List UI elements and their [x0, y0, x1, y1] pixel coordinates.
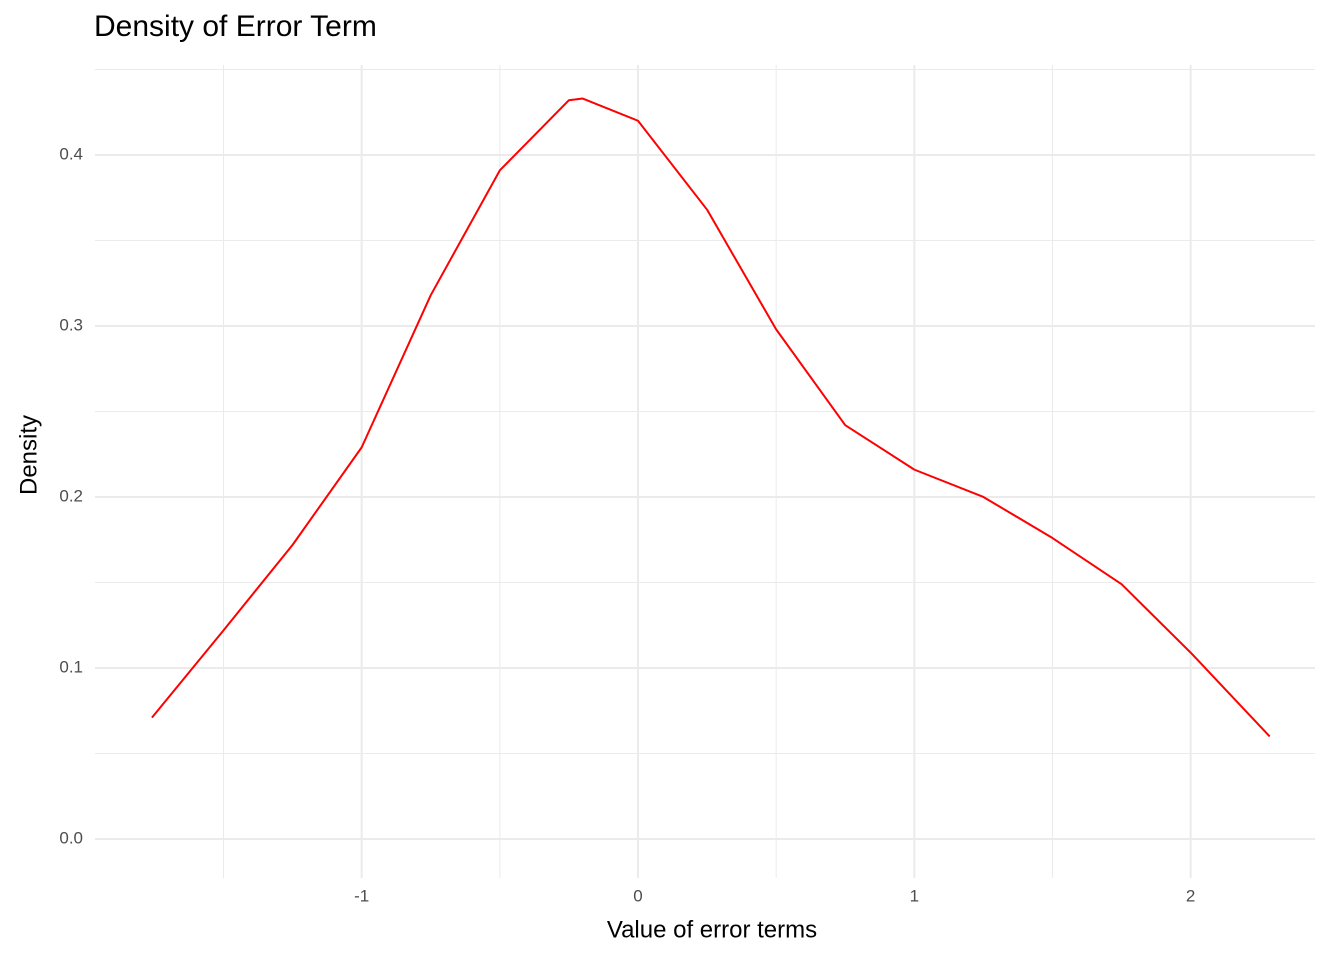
x-tick-label: -1: [354, 886, 369, 905]
y-axis-title: Density: [15, 415, 42, 495]
y-tick-label: 0.1: [59, 657, 83, 676]
y-tick-label: 0.2: [59, 486, 83, 505]
y-tick-label: 0.0: [59, 828, 83, 847]
x-axis-title: Value of error terms: [607, 916, 817, 943]
y-tick-label: 0.4: [59, 144, 83, 163]
density-line: [151, 97, 1271, 738]
chart-title: Density of Error Term: [94, 10, 377, 43]
y-tick-label: 0.3: [59, 315, 83, 334]
x-tick-label: 0: [633, 886, 642, 905]
x-tick-label: 1: [910, 886, 919, 905]
x-tick-label: 2: [1186, 886, 1195, 905]
